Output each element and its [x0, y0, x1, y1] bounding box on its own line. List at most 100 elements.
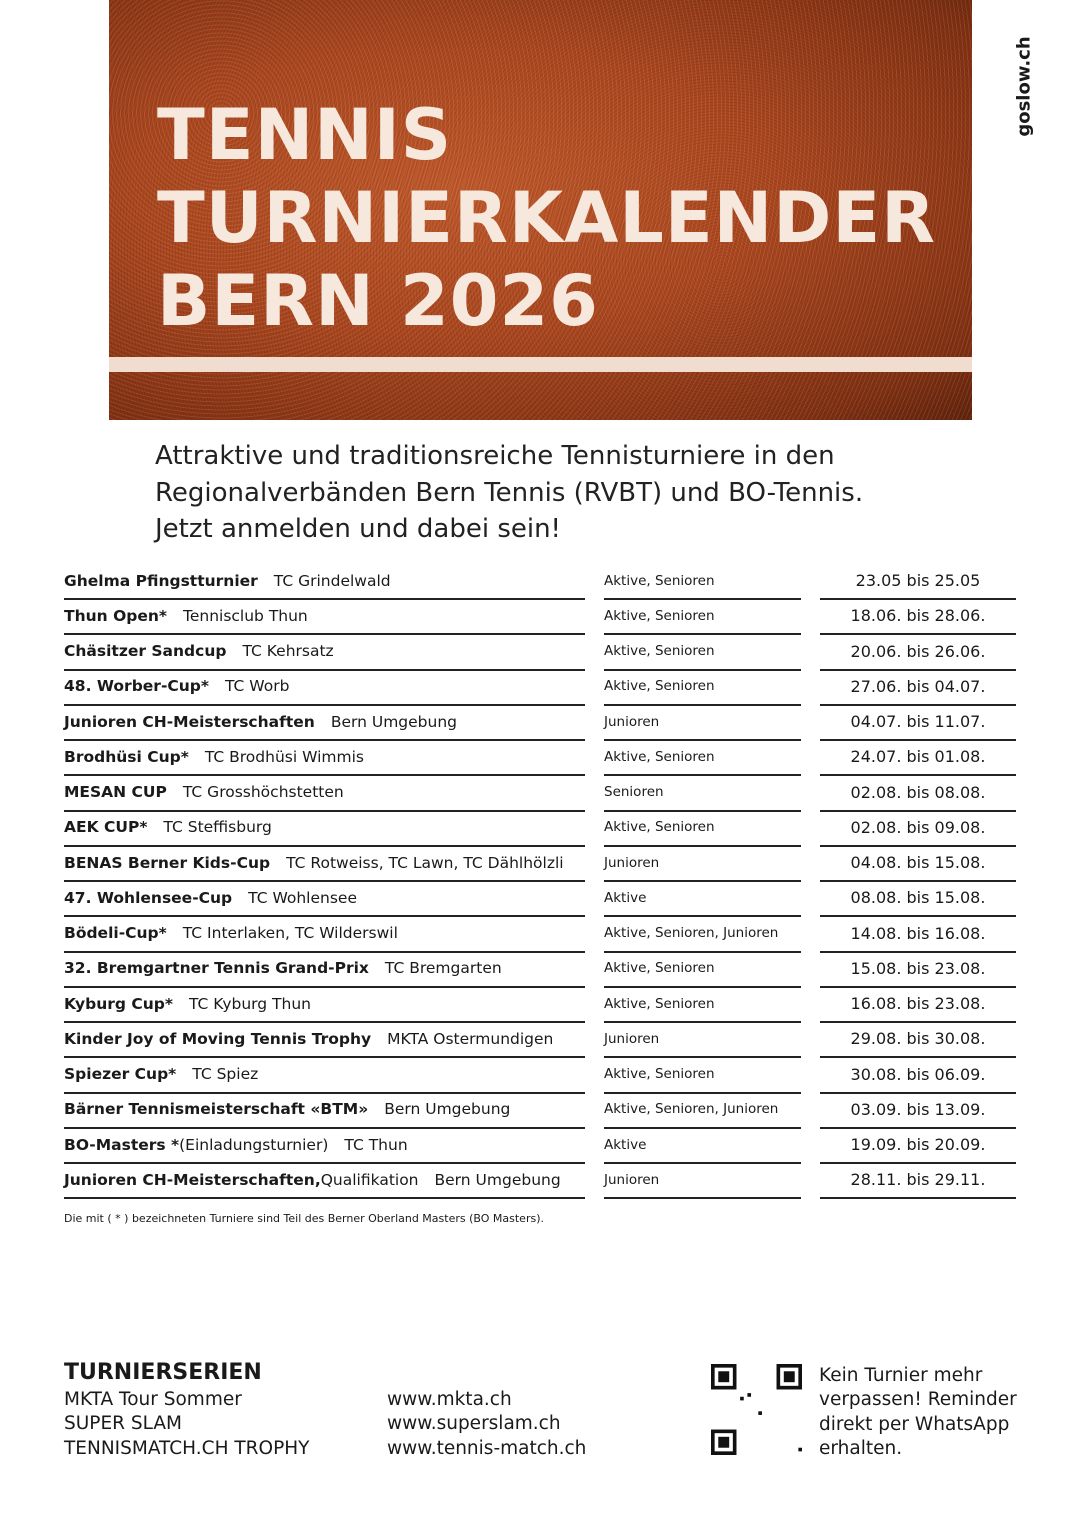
event-category: Aktive, Senioren, Junioren: [604, 1101, 779, 1118]
table-row-dates: 18.06. bis 28.06.: [820, 600, 1016, 636]
table-row-dates: 16.08. bis 23.08.: [820, 988, 1016, 1023]
event-club: TC Steffisburg: [163, 818, 272, 837]
table-row-category: Aktive, Senioren, Junioren: [604, 1094, 801, 1129]
event-category: Junioren: [604, 854, 660, 871]
event-category: Senioren: [604, 784, 664, 800]
event-suffix: Qualifikation: [320, 1170, 419, 1189]
event-club: TC Kehrsatz: [242, 642, 334, 660]
event-club: TC Interlaken, TC Wilderswil: [182, 924, 398, 942]
event-dates: 02.08. bis 08.08.: [850, 782, 986, 802]
title-line-2: TURNIERKALENDER: [157, 177, 937, 259]
event-dates: 03.09. bis 13.09.: [850, 1099, 986, 1119]
table-row-event: Junioren CH-Meisterschaften Bern Umgebung: [64, 706, 585, 741]
title-line-3: BERN 2026: [157, 260, 599, 342]
event-category: Junioren: [604, 1030, 660, 1047]
event-club: Bern Umgebung: [330, 712, 457, 731]
link-superslam[interactable]: www.superslam.ch: [387, 1413, 561, 1435]
event-category: Aktive, Senioren: [604, 607, 715, 624]
table-row-dates: 08.08. bis 15.08.: [820, 882, 1016, 918]
series-list: MKTA Tour Sommer SUPER SLAM TENNISMATCH.…: [64, 1389, 310, 1459]
table-row-dates: 19.09. bis 20.09.: [820, 1129, 1016, 1164]
event-dates: 15.08. bis 23.08.: [850, 958, 986, 978]
table-row-dates: 15.08. bis 23.08.: [820, 953, 1016, 988]
event-club: TC Worb: [225, 677, 290, 696]
table-row-category: Junioren: [604, 1164, 801, 1200]
table-row-dates: 20.06. bis 26.06.: [820, 636, 1016, 671]
event-category: Aktive, Senioren: [604, 1066, 715, 1082]
event-category: Junioren: [604, 1171, 660, 1188]
event-category: Junioren: [604, 713, 660, 730]
table-row-category: Junioren: [604, 847, 801, 882]
table-row-event: Kyburg Cup* TC Kyburg Thun: [64, 988, 585, 1023]
event-category: Aktive: [604, 889, 647, 906]
table-row-category: Aktive, Senioren: [604, 636, 801, 671]
footnote: Die mit ( * ) bezeichneten Turniere sind…: [64, 1212, 544, 1225]
title-line-1: TENNIS: [157, 94, 453, 176]
event-name: BENAS Berner Kids-Cup: [64, 853, 271, 872]
event-category: Aktive, Senioren: [604, 960, 715, 977]
event-dates: 04.08. bis 15.08.: [850, 853, 986, 872]
table-row-category: Senioren: [604, 777, 801, 812]
event-club: MKTA Ostermundigen: [387, 1029, 554, 1048]
table-row-category: Aktive: [604, 882, 801, 918]
event-name: Chäsitzer Sandcup: [64, 642, 227, 660]
table-row-dates: 14.08. bis 16.08.: [820, 918, 1016, 953]
table-row-dates: 28.11. bis 29.11.: [820, 1164, 1016, 1200]
event-name: Bärner Tennismeisterschaft «BTM»: [64, 1100, 369, 1119]
event-category: Aktive, Senioren: [604, 995, 715, 1012]
table-row-event: 47. Wohlensee-Cup TC Wohlensee: [64, 882, 585, 918]
event-name: 47. Wohlensee-Cup: [64, 888, 233, 907]
table-row-category: Aktive, Senioren: [604, 600, 801, 636]
event-dates: 27.06. bis 04.07.: [850, 676, 986, 696]
table-row-event: Chäsitzer Sandcup TC Kehrsatz: [64, 636, 585, 671]
table-row-event: AEK CUP* TC Steffisburg: [64, 812, 585, 847]
event-name: Thun Open*: [64, 606, 167, 625]
intro-text: Attraktive und traditionsreiche Tennistu…: [155, 441, 864, 544]
event-name: Kinder Joy of Moving Tennis Trophy: [64, 1029, 372, 1048]
event-name: BO-Masters *: [64, 1135, 180, 1154]
table-row-dates: 29.08. bis 30.08.: [820, 1023, 1016, 1059]
event-club: TC Wohlensee: [248, 888, 357, 907]
table-row-category: Aktive, Senioren: [604, 1059, 801, 1094]
event-name: Brodhüsi Cup*: [64, 747, 189, 766]
event-dates: 28.11. bis 29.11.: [850, 1170, 986, 1190]
table-row-dates: 30.08. bis 06.09.: [820, 1059, 1016, 1094]
event-club: Bern Umgebung: [384, 1100, 511, 1119]
table-row-event: Bödeli-Cup* TC Interlaken, TC Wilderswil: [64, 918, 585, 953]
event-category: Aktive, Senioren, Junioren: [604, 925, 779, 941]
event-club: TC Grindelwald: [273, 571, 391, 590]
event-dates: 23.05 bis 25.05: [855, 571, 981, 590]
event-dates: 08.08. bis 15.08.: [850, 888, 986, 908]
event-club: TC Grosshöchstetten: [182, 783, 344, 801]
table-row-event: 48. Worber-Cup* TC Worb: [64, 671, 585, 706]
table-row-dates: 03.09. bis 13.09.: [820, 1094, 1016, 1129]
table-row-category: Junioren: [604, 706, 801, 741]
table-row-category: Aktive, Senioren: [604, 671, 801, 706]
event-dates: 04.07. bis 11.07.: [850, 712, 986, 731]
event-dates: 24.07. bis 01.08.: [850, 747, 986, 767]
table-row-event: Bärner Tennismeisterschaft «BTM» Bern Umg…: [64, 1094, 585, 1129]
event-name: AEK CUP*: [64, 818, 148, 837]
qr-code[interactable]: [711, 1364, 802, 1455]
event-category: Aktive: [604, 1136, 647, 1153]
table-row-event: Kinder Joy of Moving Tennis Trophy MKTA O…: [64, 1023, 585, 1059]
event-dates: 02.08. bis 09.08.: [850, 817, 986, 837]
link-mkta[interactable]: www.mkta.ch: [387, 1389, 512, 1410]
series-links: www.mkta.ch www.superslam.ch www.tennis-…: [387, 1388, 586, 1461]
event-dates: 16.08. bis 23.08.: [850, 994, 986, 1013]
table-row-category: Aktive, Senioren: [604, 812, 801, 847]
table-row-event: Ghelma Pfingstturnier TC Grindelwald: [64, 565, 585, 600]
event-club: TC Spiez: [192, 1065, 259, 1083]
event-name: 48. Worber-Cup*: [64, 677, 209, 696]
table-row-event: Junioren CH-Meisterschaften, Qualifikati…: [64, 1164, 585, 1200]
table-row-event: MESAN CUP TC Grosshöchstetten: [64, 777, 585, 812]
event-name: MESAN CUP: [64, 783, 167, 801]
brand-logo: goslow.ch: [1013, 36, 1035, 137]
table-row-dates: 24.07. bis 01.08.: [820, 741, 1016, 777]
table-row-dates: 04.07. bis 11.07.: [820, 706, 1016, 741]
link-tennis-match[interactable]: www.tennis-match.ch: [387, 1437, 587, 1459]
banner-stripe: [109, 357, 972, 372]
event-dates: 19.09. bis 20.09.: [850, 1135, 986, 1154]
table-row-category: Aktive: [604, 1129, 801, 1164]
event-club: TC Rotweiss, TC Lawn, TC Dählhölzli: [286, 853, 564, 872]
